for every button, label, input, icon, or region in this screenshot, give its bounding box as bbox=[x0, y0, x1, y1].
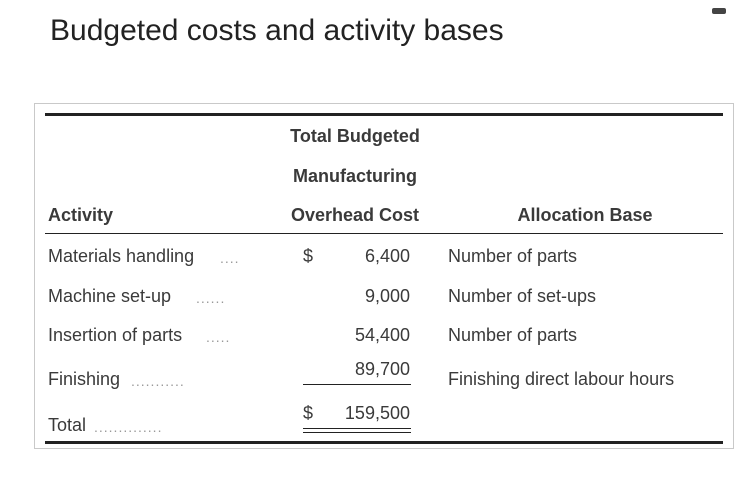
cost-cell: 89,700 bbox=[354, 359, 410, 379]
header-rule bbox=[45, 233, 723, 234]
total-cost: 159,500 bbox=[344, 403, 410, 423]
base-cell: Number of parts bbox=[448, 246, 578, 266]
base-cell: Number of set-ups bbox=[448, 286, 597, 306]
cost-header-line2: Manufacturing bbox=[293, 166, 417, 186]
dot-leader: .... bbox=[220, 250, 240, 266]
total-double-rule-top bbox=[303, 428, 411, 429]
total-currency-symbol: $ bbox=[303, 403, 314, 423]
table-bottom-rule bbox=[45, 441, 723, 444]
activity-header: Activity bbox=[48, 205, 114, 225]
total-label: Total bbox=[48, 415, 87, 435]
subtotal-rule bbox=[303, 384, 411, 385]
table-top-rule bbox=[45, 113, 723, 116]
cost-header-line3: Overhead Cost bbox=[290, 205, 420, 225]
activity-cell: Materials handling bbox=[48, 246, 195, 266]
cost-cell: 54,400 bbox=[354, 325, 410, 345]
page-title: Budgeted costs and activity bases bbox=[50, 14, 504, 47]
dot-leader: ...... bbox=[196, 290, 226, 306]
cost-cell: 6,400 bbox=[364, 246, 410, 266]
allocation-base-header: Allocation Base bbox=[517, 205, 653, 225]
dot-leader: ........... bbox=[131, 373, 185, 389]
base-cell: Finishing direct labour hours bbox=[448, 369, 675, 389]
base-cell: Number of parts bbox=[448, 325, 578, 345]
activity-cell: Machine set-up bbox=[48, 286, 172, 306]
dot-leader: ..... bbox=[206, 329, 231, 345]
total-double-rule-bottom bbox=[303, 432, 411, 433]
cost-cell: 9,000 bbox=[364, 286, 410, 306]
activity-cell: Finishing bbox=[48, 369, 121, 389]
minimize-icon[interactable] bbox=[712, 8, 726, 14]
currency-symbol: $ bbox=[303, 246, 314, 266]
dot-leader: .............. bbox=[94, 419, 163, 435]
activity-cell: Insertion of parts bbox=[48, 325, 183, 345]
cost-header-line1: Total Budgeted bbox=[290, 126, 420, 146]
table-frame bbox=[34, 103, 734, 449]
